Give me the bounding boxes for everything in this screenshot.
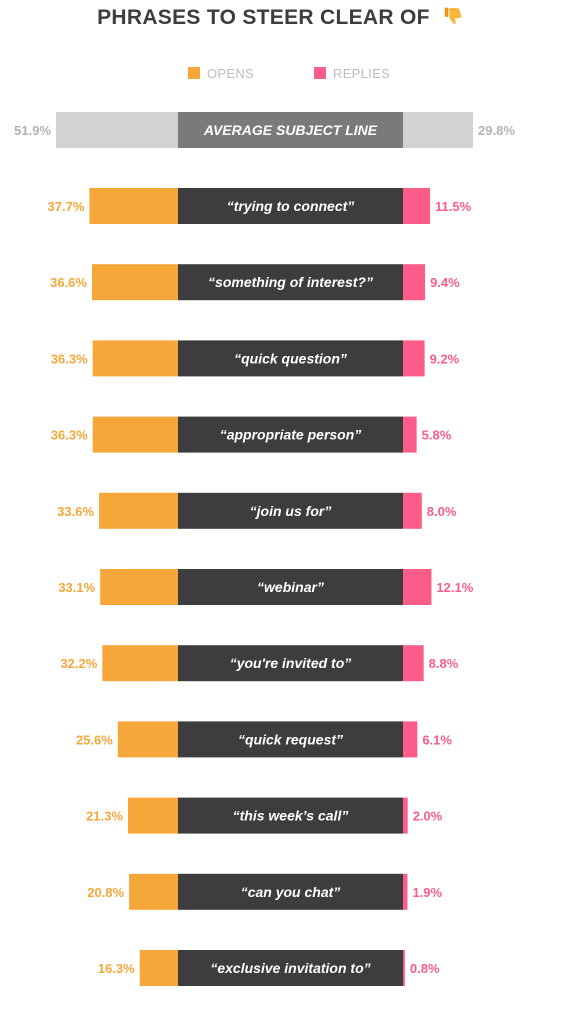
row-1-phrase-label: “trying to connect”	[227, 198, 355, 214]
row-8-replies-bar	[403, 721, 418, 758]
row-10-replies-bar	[403, 873, 408, 910]
row-9-opens-value: 21.3%	[86, 809, 123, 824]
row-2-replies-value: 9.4%	[430, 275, 460, 290]
row-8-label-bar	[178, 721, 403, 758]
row-6-label-bar	[178, 569, 403, 605]
row-11-replies-bar	[403, 950, 405, 986]
row-6-replies-value: 12.1%	[436, 580, 473, 595]
row-6-opens-bar	[100, 569, 178, 605]
row-7-opens-bar	[102, 645, 178, 682]
row-7-opens-value: 32.2%	[60, 656, 97, 671]
row-4-opens-bar	[92, 416, 178, 453]
row-9-replies-value: 2.0%	[413, 809, 443, 824]
row-2-phrase-label: “something of interest?”	[208, 274, 373, 290]
row-2-replies-bar	[403, 264, 426, 301]
row-11-replies-value: 0.8%	[410, 961, 440, 976]
row-3-replies-value: 9.2%	[430, 351, 460, 366]
legend-replies-swatch	[314, 67, 326, 79]
row-4-label-bar	[178, 416, 403, 453]
thumbs-down-icon	[442, 4, 464, 32]
row-3-opens-bar	[92, 340, 178, 377]
row-7-phrase-label: “you're invited to”	[230, 655, 352, 671]
row-4-replies-bar	[403, 416, 417, 453]
row-5-replies-bar	[403, 492, 422, 529]
row-5-opens-value: 33.6%	[57, 504, 94, 519]
row-2-label-bar	[178, 264, 403, 301]
row-6-replies-bar	[403, 569, 432, 605]
row-10-label-bar	[178, 873, 403, 910]
row-8-opens-bar	[117, 721, 178, 758]
row-10-phrase-label: “can you chat”	[241, 884, 341, 900]
row-9-replies-bar	[403, 797, 408, 834]
row-11-label-bar	[178, 950, 403, 986]
row-10-opens-value: 20.8%	[87, 885, 124, 900]
row-11-opens-bar	[139, 950, 178, 986]
row-7-replies-bar	[403, 645, 424, 682]
row-2-opens-value: 36.6%	[50, 275, 87, 290]
row-2-opens-bar	[91, 264, 178, 301]
row-4-opens-value: 36.3%	[51, 428, 88, 443]
row-11-opens-value: 16.3%	[98, 961, 135, 976]
row-6-phrase-label: “webinar”	[257, 579, 324, 595]
row-9-phrase-label: “this week’s call”	[233, 808, 349, 824]
row-5-phrase-label: “join us for”	[250, 503, 332, 519]
row-8-opens-value: 25.6%	[76, 732, 113, 747]
average-opens-value: 51.9%	[14, 123, 51, 138]
row-1-replies-value: 11.5%	[435, 199, 472, 214]
row-11-phrase-label: “exclusive invitation to”	[210, 960, 370, 976]
row-10-replies-value: 1.9%	[412, 885, 442, 900]
row-6-opens-value: 33.1%	[58, 580, 95, 595]
row-5-label-bar	[178, 492, 403, 529]
row-9-label-bar	[178, 797, 403, 834]
row-3-label-bar	[178, 340, 403, 377]
row-8-replies-value: 6.1%	[422, 732, 452, 747]
row-3-opens-value: 36.3%	[51, 351, 88, 366]
average-phrase-label: AVERAGE SUBJECT LINE	[203, 122, 378, 138]
legend-opens-label: OPENS	[207, 65, 255, 81]
row-1-label-bar	[178, 188, 403, 224]
row-10-opens-bar	[129, 873, 178, 910]
row-3-replies-bar	[403, 340, 425, 377]
row-5-replies-value: 8.0%	[427, 504, 457, 519]
average-label-bar	[178, 112, 403, 148]
legend-opens-swatch	[188, 67, 200, 79]
row-1-replies-bar	[403, 188, 431, 224]
row-4-replies-value: 5.8%	[422, 428, 452, 443]
row-7-label-bar	[178, 645, 403, 682]
row-5-opens-bar	[99, 492, 178, 529]
average-opens-bar	[56, 112, 178, 148]
average-replies-value: 29.8%	[478, 123, 515, 138]
row-8-phrase-label: “quick request”	[238, 731, 343, 747]
chart-title: PHRASES TO STEER CLEAR OF	[0, 4, 561, 32]
average-replies-bar	[403, 112, 474, 148]
legend-replies-label: REPLIES	[333, 65, 391, 81]
legend-opens: OPENS	[188, 64, 254, 82]
row-1-opens-value: 37.7%	[48, 199, 85, 214]
row-3-phrase-label: “quick question”	[234, 350, 347, 366]
chart-title-text: PHRASES TO STEER CLEAR OF	[97, 6, 430, 29]
row-4-phrase-label: “appropriate person”	[220, 427, 362, 443]
row-7-replies-value: 8.8%	[429, 656, 459, 671]
legend-replies: REPLIES	[314, 64, 390, 82]
row-9-opens-bar	[127, 797, 178, 834]
row-1-opens-bar	[89, 188, 178, 224]
